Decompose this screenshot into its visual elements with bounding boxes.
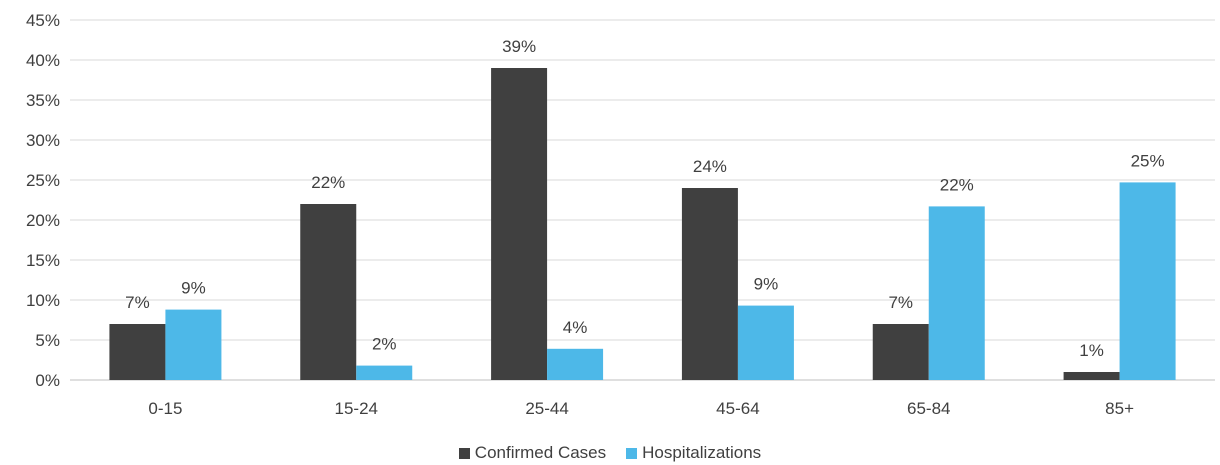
y-tick-label: 10% [26,291,60,310]
bar [491,68,548,380]
bar [300,204,357,380]
data-label: 39% [502,37,536,56]
y-tick-label: 25% [26,171,60,190]
x-tick-label: 45-64 [716,399,759,418]
x-tick-label: 0-15 [148,399,182,418]
legend: Confirmed Cases Hospitalizations [0,443,1220,463]
x-tick-label: 85+ [1105,399,1134,418]
legend-swatch-confirmed-cases [458,447,470,459]
bar [872,324,929,380]
x-tick-label: 65-84 [907,399,950,418]
legend-swatch-hospitalizations [626,447,638,459]
data-label: 9% [181,279,206,298]
data-label: 9% [754,275,779,294]
y-tick-label: 35% [26,91,60,110]
data-label: 24% [693,157,727,176]
legend-label-confirmed-cases: Confirmed Cases [474,443,607,462]
legend-item-confirmed-cases: Confirmed Cases [458,443,607,463]
bar [165,309,222,380]
bar [1063,372,1120,380]
data-label: 22% [940,175,974,194]
bar [356,365,413,380]
bar [681,188,738,380]
data-label: 4% [563,318,588,337]
y-tick-label: 0% [35,371,60,390]
bar [547,348,604,380]
data-label: 22% [311,173,345,192]
bar [1119,182,1176,380]
bar [737,305,794,380]
data-label: 7% [125,293,150,312]
y-tick-label: 20% [26,211,60,230]
data-label: 1% [1079,341,1104,360]
y-tick-label: 15% [26,251,60,270]
y-tick-label: 45% [26,11,60,30]
legend-label-hospitalizations: Hospitalizations [642,443,762,462]
y-tick-label: 40% [26,51,60,70]
data-label: 25% [1131,151,1165,170]
x-tick-label: 15-24 [335,399,378,418]
data-label: 2% [372,335,397,354]
data-label: 7% [888,293,913,312]
legend-item-hospitalizations: Hospitalizations [626,443,761,463]
x-tick-label: 25-44 [525,399,568,418]
y-tick-label: 30% [26,131,60,150]
bar-chart: 0% 5% 10% 15% 20% 25% 30% 35% 40% 45% 7% 9% 0-15 22% 2… [26,11,1215,418]
bar [928,206,985,380]
y-tick-label: 5% [35,331,60,350]
bar [109,324,166,380]
